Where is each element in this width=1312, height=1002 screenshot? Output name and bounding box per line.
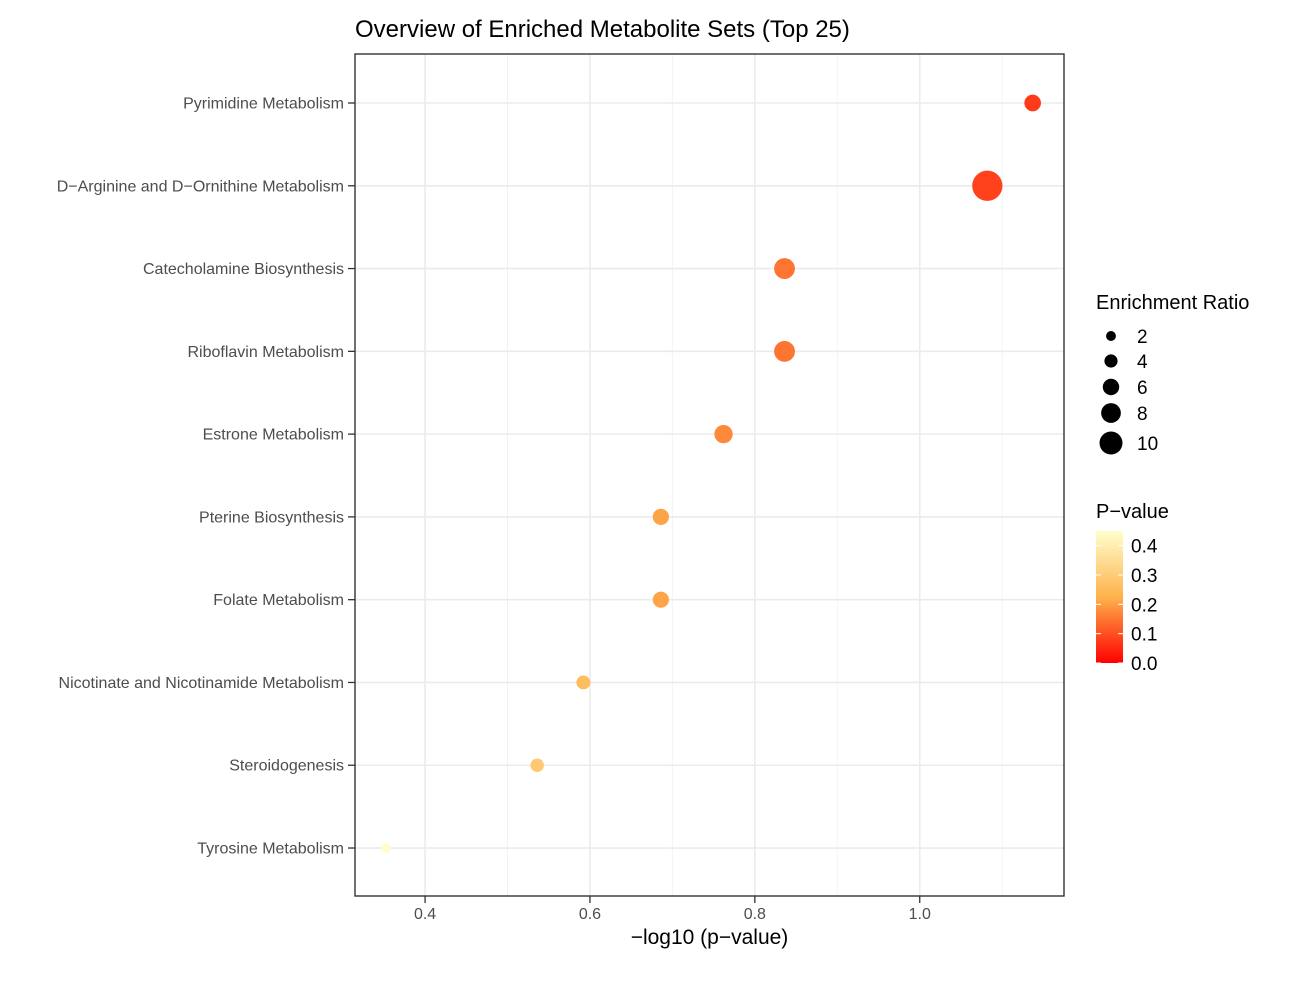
size-legend-label: 6 bbox=[1137, 378, 1148, 399]
x-tick-label: 0.8 bbox=[744, 906, 766, 923]
data-point bbox=[774, 258, 795, 279]
data-point bbox=[774, 340, 795, 362]
size-legend-key bbox=[1104, 354, 1118, 368]
size-legend-key bbox=[1102, 378, 1120, 396]
y-tick-label: Pterine Biosynthesis bbox=[199, 509, 344, 526]
x-axis-label: −log10 (p−value) bbox=[631, 926, 789, 949]
y-tick-label: Tyrosine Metabolism bbox=[197, 841, 344, 858]
x-axis: 0.4 0.6 0.8 1.0 bbox=[414, 896, 931, 923]
chart-title: Overview of Enriched Metabolite Sets (To… bbox=[355, 16, 850, 43]
y-tick-label: Catecholamine Biosynthesis bbox=[143, 261, 344, 278]
data-point bbox=[576, 675, 591, 690]
color-bar bbox=[1096, 531, 1123, 663]
color-legend-label: 0.2 bbox=[1131, 595, 1157, 616]
data-point bbox=[381, 843, 391, 853]
color-legend-label: 0.4 bbox=[1131, 537, 1158, 558]
plot-grid bbox=[355, 54, 1064, 896]
x-tick-label: 0.6 bbox=[579, 906, 601, 923]
data-point bbox=[652, 591, 669, 608]
y-tick-label: D−Arginine and D−Ornithine Metabolism bbox=[57, 178, 344, 195]
data-point bbox=[530, 758, 544, 772]
y-tick-label: Pyrimidine Metabolism bbox=[183, 96, 344, 113]
size-legend-key bbox=[1101, 403, 1121, 423]
y-tick-label: Riboflavin Metabolism bbox=[187, 344, 344, 361]
data-point bbox=[714, 424, 733, 444]
y-tick-label: Estrone Metabolism bbox=[203, 427, 344, 444]
data-point bbox=[652, 508, 669, 526]
y-tick-label: Nicotinate and Nicotinamide Metabolism bbox=[59, 675, 344, 692]
x-tick-label: 1.0 bbox=[909, 906, 931, 923]
plot-points bbox=[381, 94, 1041, 853]
color-legend-title: P−value bbox=[1096, 501, 1169, 523]
size-legend-label: 4 bbox=[1137, 352, 1148, 373]
color-legend-label: 0.1 bbox=[1131, 625, 1157, 646]
size-legend-label: 10 bbox=[1137, 434, 1158, 455]
x-tick-label: 0.4 bbox=[414, 906, 436, 923]
color-legend: P−value 0.4 0.3 0.2 0.1 0.0 bbox=[1096, 501, 1169, 675]
color-legend-label: 0.0 bbox=[1131, 654, 1157, 675]
size-legend-label: 8 bbox=[1137, 404, 1148, 425]
size-legend-key bbox=[1099, 431, 1123, 455]
size-legend: Enrichment Ratio 2 4 6 8 10 bbox=[1096, 292, 1249, 455]
data-point bbox=[972, 170, 1003, 201]
color-legend-label: 0.3 bbox=[1131, 566, 1157, 587]
plot-panel-border bbox=[354, 53, 1065, 897]
size-legend-title: Enrichment Ratio bbox=[1096, 292, 1249, 314]
y-axis: Pyrimidine Metabolism D−Arginine and D−Or… bbox=[57, 96, 355, 858]
data-point bbox=[1024, 94, 1041, 112]
y-tick-label: Steroidogenesis bbox=[229, 758, 344, 775]
y-tick-label: Folate Metabolism bbox=[213, 592, 344, 609]
size-legend-key bbox=[1106, 331, 1116, 341]
size-legend-label: 2 bbox=[1137, 327, 1148, 348]
